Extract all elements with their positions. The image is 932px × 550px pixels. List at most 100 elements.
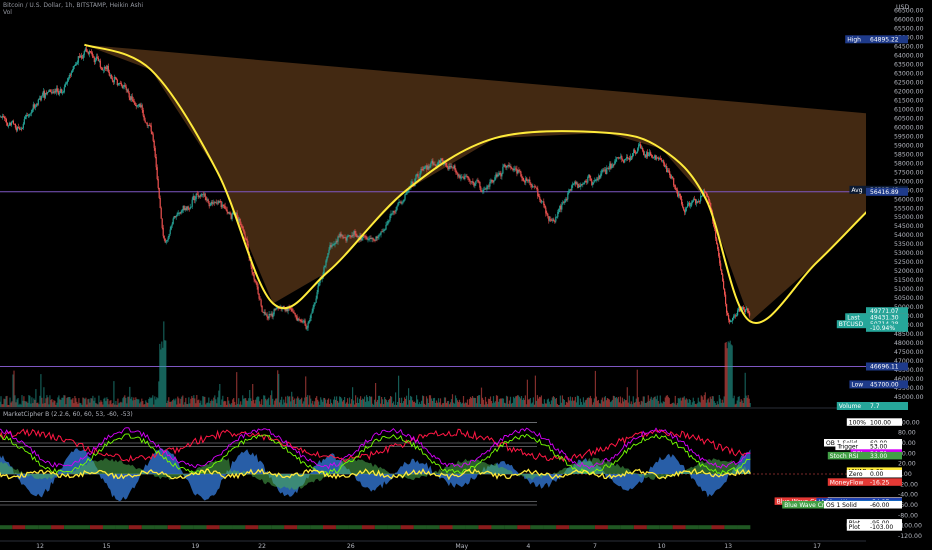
volume-bar bbox=[662, 401, 664, 407]
volume-bar bbox=[701, 396, 703, 407]
volume-bar bbox=[704, 392, 706, 407]
candle-body bbox=[148, 125, 150, 126]
volume-bar bbox=[559, 395, 561, 407]
candle-body bbox=[46, 92, 48, 94]
candle-body bbox=[85, 48, 87, 52]
volume-bar bbox=[431, 401, 434, 407]
candle-body bbox=[533, 186, 535, 188]
candle-body bbox=[218, 200, 220, 203]
candle-body bbox=[704, 190, 706, 193]
volume-bar bbox=[6, 395, 8, 407]
volume-bar bbox=[687, 402, 689, 407]
symbol-title[interactable]: Bitcoin / U.S. Dollar, 1h, BITSTAMP, Hei… bbox=[3, 2, 144, 9]
osc-tick-label: -20.00 bbox=[898, 481, 918, 488]
volume-bar bbox=[459, 402, 462, 407]
volume-bar bbox=[62, 397, 64, 407]
candle-body bbox=[101, 68, 103, 71]
price-tag-bg bbox=[866, 313, 908, 322]
candle-body bbox=[68, 75, 70, 79]
signal-band-segment bbox=[426, 525, 440, 530]
time-tick-label: 4 bbox=[526, 543, 530, 550]
candle-body bbox=[570, 189, 572, 191]
volume-bar bbox=[68, 397, 70, 407]
volume-bar bbox=[597, 400, 599, 407]
volume-bar bbox=[127, 396, 129, 407]
volume-bar bbox=[21, 395, 23, 407]
volume-bar bbox=[371, 396, 373, 407]
osc-tick-label: 60.00 bbox=[898, 440, 916, 447]
price-tick-label: 53500.00 bbox=[894, 241, 924, 248]
price-tag-value: 49771.07 bbox=[870, 308, 899, 315]
candle-body bbox=[566, 199, 568, 200]
volume-bar bbox=[331, 402, 333, 407]
volume-bar bbox=[18, 404, 20, 407]
candle-body bbox=[469, 179, 471, 182]
candle-body bbox=[334, 243, 336, 245]
volume-bar bbox=[311, 403, 313, 407]
candle-body bbox=[222, 204, 224, 206]
volume-bar bbox=[730, 344, 732, 407]
candle-body bbox=[713, 220, 715, 227]
volume-bar bbox=[659, 395, 661, 407]
candle-body bbox=[3, 116, 5, 119]
volume-bar bbox=[130, 398, 132, 407]
volume-bar bbox=[144, 404, 146, 407]
candle-body bbox=[670, 175, 672, 179]
volume-bar bbox=[699, 402, 701, 407]
candle-body bbox=[180, 211, 182, 214]
volume-bar bbox=[481, 397, 484, 407]
volume-bar bbox=[269, 404, 271, 407]
osc-tag-label: Zero bbox=[849, 471, 863, 478]
candle-body bbox=[525, 178, 527, 183]
volume-bar bbox=[749, 403, 751, 407]
volume-label: Vol bbox=[3, 9, 12, 16]
volume-bar bbox=[191, 396, 193, 407]
volume-bar bbox=[442, 403, 445, 407]
volume-bar bbox=[640, 400, 642, 407]
volume-bar bbox=[729, 340, 731, 407]
candle-body bbox=[406, 192, 408, 194]
price-tick-label: 56500.00 bbox=[894, 187, 924, 194]
volume-bar bbox=[540, 395, 542, 407]
candle-body bbox=[271, 313, 273, 317]
candle-body bbox=[554, 221, 556, 223]
candle-body bbox=[110, 75, 112, 79]
volume-bar bbox=[600, 399, 602, 407]
signal-band-segment bbox=[452, 525, 466, 530]
signal-band-segment bbox=[685, 525, 699, 530]
candle-body bbox=[403, 199, 405, 202]
volume-bar bbox=[172, 400, 174, 407]
volume-bar bbox=[30, 403, 32, 407]
osc-tag-label-bg bbox=[846, 418, 866, 426]
volume-bar bbox=[628, 395, 630, 407]
volume-bar bbox=[222, 395, 224, 407]
oscillator-pane bbox=[0, 422, 866, 530]
candle-body bbox=[641, 148, 643, 149]
volume-bar bbox=[703, 395, 705, 407]
candle-body bbox=[630, 156, 632, 161]
volume-bar bbox=[707, 398, 709, 407]
candle-body bbox=[212, 202, 214, 204]
candle-body bbox=[304, 320, 306, 326]
indicator-title[interactable]: MarketCipher B (2.2.6, 60, 60, 53, -60, … bbox=[3, 411, 133, 418]
volume-bar bbox=[155, 399, 157, 407]
candle-body bbox=[553, 219, 555, 222]
volume-bar bbox=[623, 398, 625, 407]
candle-body bbox=[96, 56, 98, 58]
volume-bar bbox=[364, 396, 366, 407]
candle-body bbox=[131, 96, 133, 100]
volume-bar bbox=[329, 404, 331, 407]
candle-body bbox=[584, 180, 586, 183]
candle-body bbox=[324, 265, 326, 268]
candle-body bbox=[275, 308, 277, 310]
volume-bar bbox=[426, 398, 429, 407]
candle-body bbox=[308, 321, 310, 323]
osc-tag-label: Blue Wave Crossing Up bbox=[784, 502, 854, 509]
volume-bar bbox=[551, 397, 553, 407]
volume-bar bbox=[45, 398, 47, 407]
candle-body bbox=[547, 213, 549, 217]
candle-body bbox=[124, 85, 126, 87]
candle-body bbox=[84, 48, 86, 51]
